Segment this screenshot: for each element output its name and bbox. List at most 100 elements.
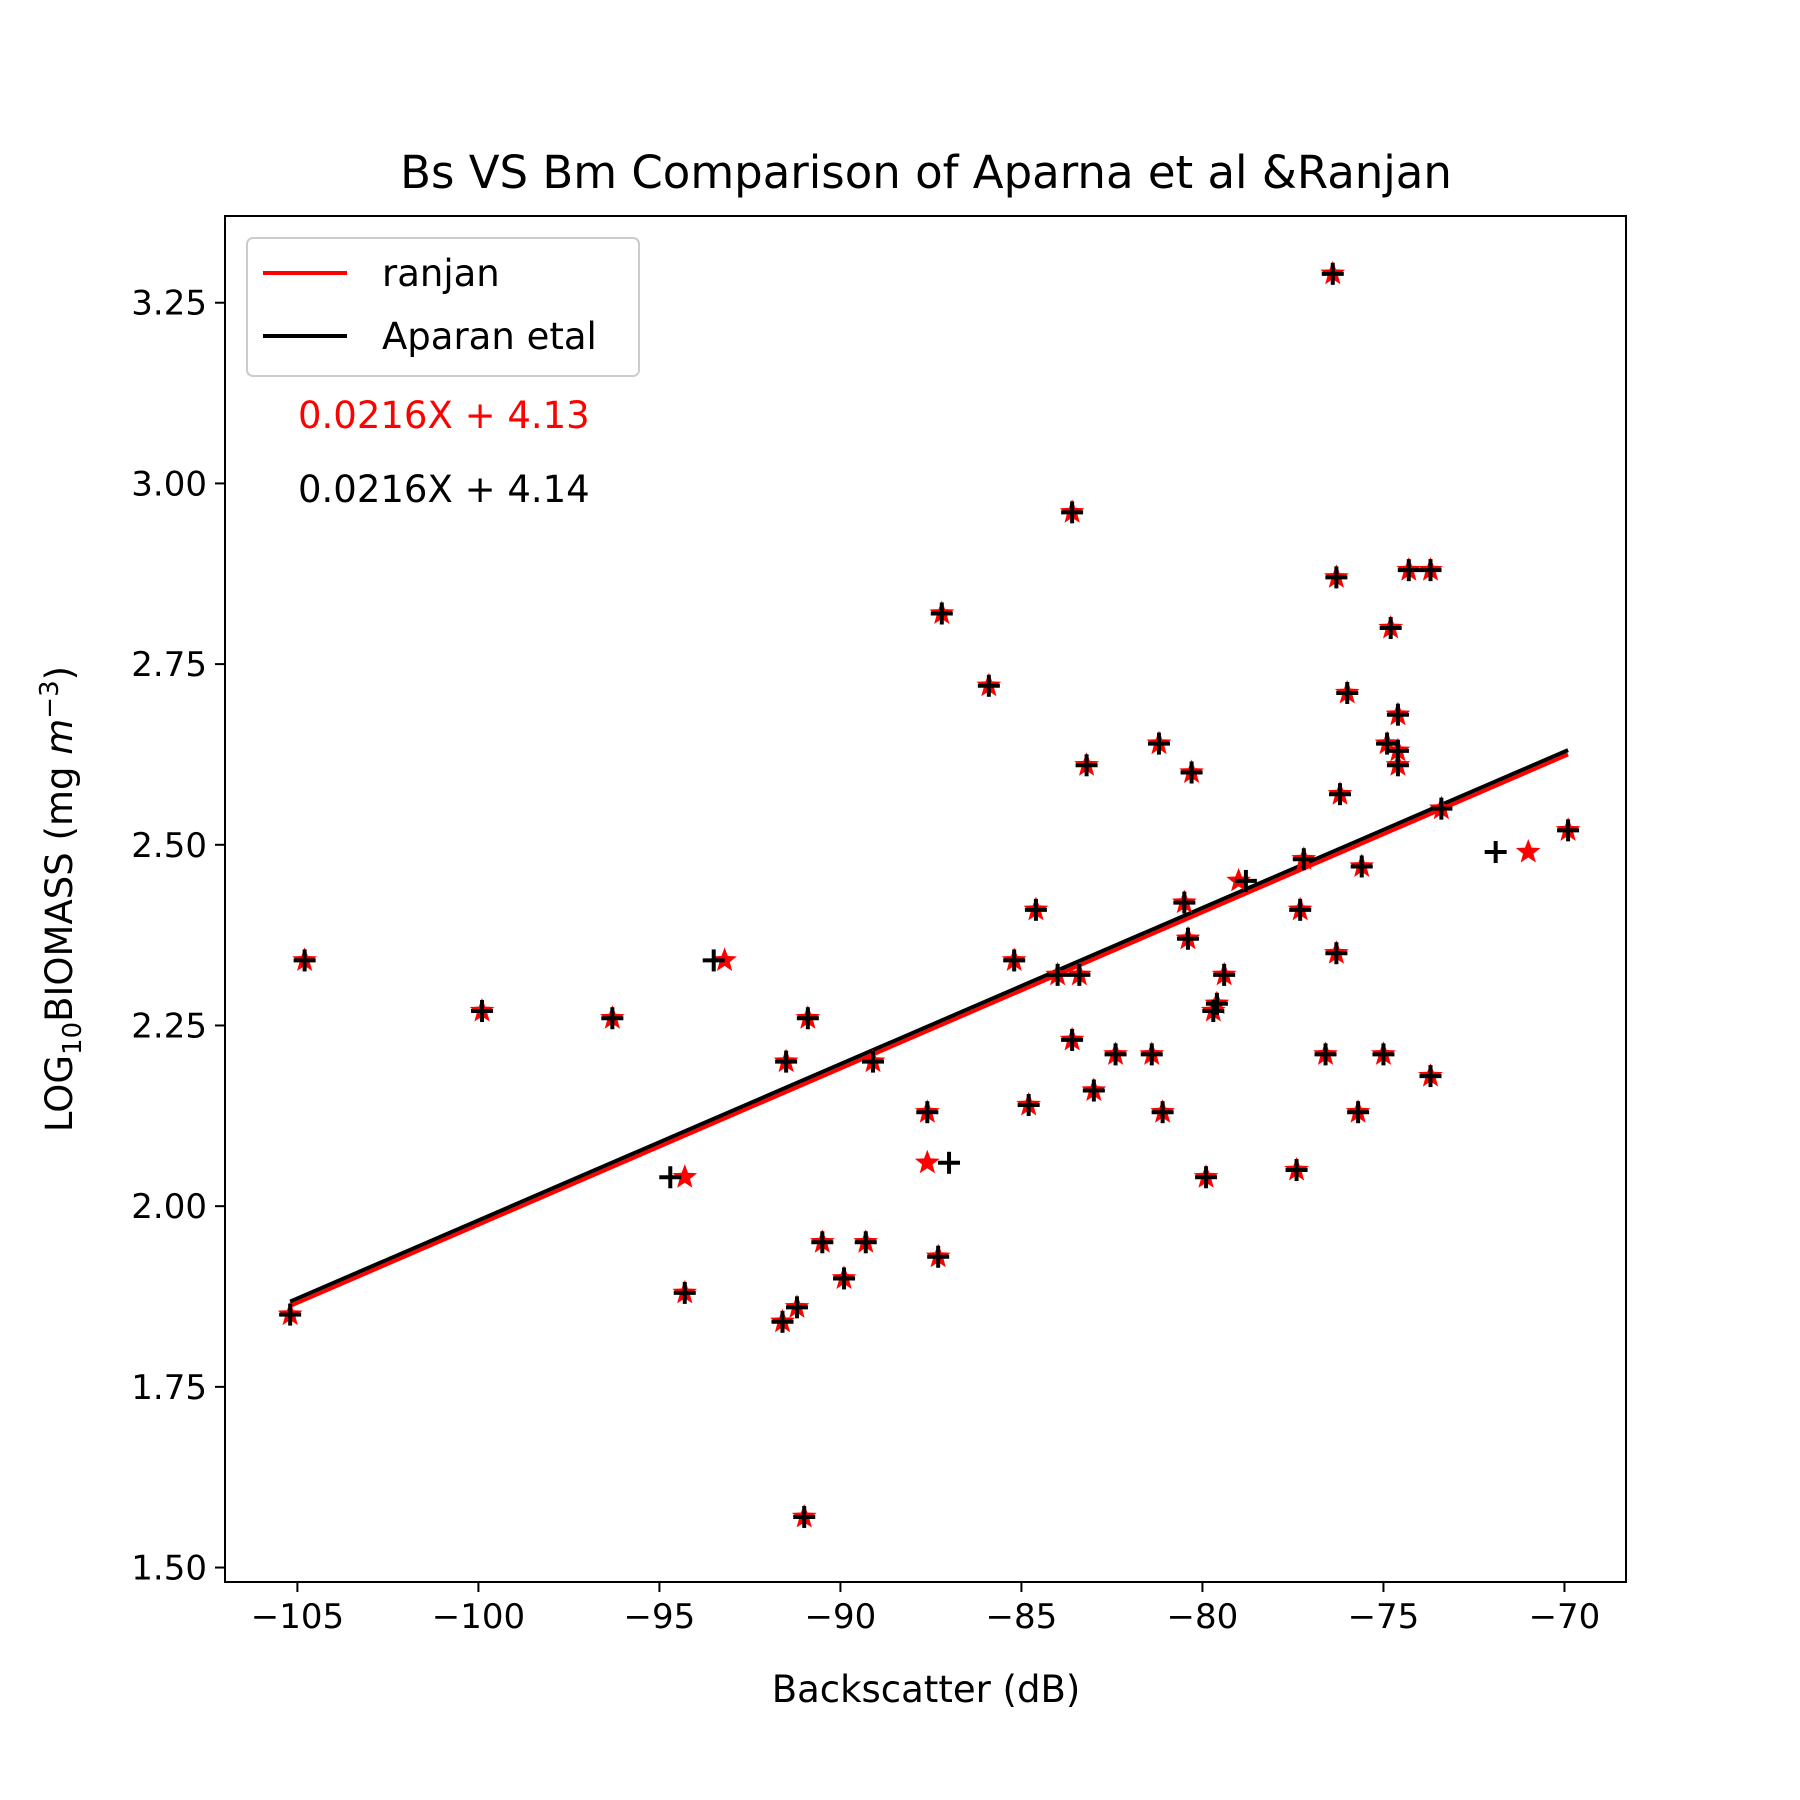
y-axis-label-biomass: BIOMASS (mg: [38, 755, 81, 1022]
point-aparan-etal: [938, 1151, 961, 1174]
point-aparan-etal: [862, 1050, 885, 1073]
point-aparan-etal: [1292, 848, 1315, 871]
y-axis-label-close: ): [38, 666, 81, 680]
point-aparan-etal: [977, 674, 1000, 697]
point-aparan-etal: [1024, 898, 1047, 921]
y-tick-label: 2.75: [131, 645, 207, 685]
y-tick-label: 3.25: [131, 284, 207, 324]
fit-line-ranjan: [289, 752, 1569, 1308]
point-aparan-etal: [1176, 927, 1199, 950]
point-aparan-etal: [775, 1050, 798, 1073]
point-aparan-etal: [1082, 1079, 1105, 1102]
point-aparan-etal: [1195, 1166, 1218, 1189]
point-aparan-etal: [1372, 1043, 1395, 1066]
point-aparan-etal: [1213, 963, 1236, 986]
point-aparan-etal: [1205, 992, 1228, 1015]
legend: ranjan Aparan etal: [246, 237, 640, 377]
y-axis-label-superscript: −3: [35, 680, 65, 718]
point-aparan-etal: [1347, 1101, 1370, 1124]
point-aparan-etal: [673, 1281, 696, 1304]
point-aparan-etal: [1430, 797, 1453, 820]
y-axis-label-subscript: 10: [58, 1022, 88, 1055]
point-aparan-etal: [916, 1101, 939, 1124]
point-aparan-etal: [785, 1296, 808, 1319]
point-aparan-etal: [1285, 1159, 1308, 1182]
aparan-fit-equation: 0.0216X + 4.14: [298, 468, 590, 511]
point-aparan-etal: [854, 1231, 877, 1254]
point-aparan-etal: [1003, 949, 1026, 972]
y-tick-label: 2.00: [131, 1187, 207, 1227]
point-aparan-etal: [771, 1310, 794, 1333]
ranjan-fit-equation: 0.0216X + 4.13: [298, 394, 590, 437]
x-tick-label: −80: [1167, 1597, 1239, 1637]
x-tick-label: −105: [251, 1597, 344, 1637]
point-aparan-etal: [1180, 761, 1203, 784]
x-tick-label: −90: [805, 1597, 877, 1637]
x-axis-label: Backscatter (dB): [772, 1668, 1081, 1711]
y-tick-label: 2.25: [131, 1006, 207, 1046]
y-axis-ticks: 1.50 1.75 2.00 2.25 2.50 2.75 3.00 3.25: [131, 284, 225, 1589]
point-aparan-etal: [1061, 501, 1084, 524]
point-aparan-etal: [1017, 1093, 1040, 1116]
point-aparan-etal: [1148, 732, 1170, 755]
point-aparan-etal: [1104, 1043, 1127, 1066]
point-aparan-etal: [659, 1166, 682, 1189]
point-aparan-etal: [1329, 783, 1352, 806]
point-aparan-etal: [471, 1000, 494, 1023]
point-aparan-etal: [1075, 754, 1098, 777]
plot-frame: [224, 215, 1627, 1583]
y-tick-label: 1.75: [131, 1368, 207, 1408]
point-aparan-etal: [1397, 559, 1420, 582]
point-aparan-etal: [1419, 559, 1442, 582]
point-aparan-etal: [1046, 963, 1069, 986]
y-tick-label: 1.50: [131, 1549, 207, 1589]
x-axis-ticks: −105 −100 −95 −90 −85 −80 −75 −70: [251, 1582, 1601, 1637]
point-aparan-etal: [1321, 262, 1344, 285]
point-aparan-etal: [1336, 682, 1359, 705]
legend-label-ranjan: ranjan: [382, 252, 500, 295]
point-aparan-etal: [293, 949, 316, 972]
point-aparan-etal: [1068, 963, 1091, 986]
point-aparan-etal: [1234, 869, 1257, 892]
point-aparan-etal: [1379, 616, 1402, 639]
x-tick-label: −75: [1348, 1597, 1420, 1637]
y-axis-label: LOG10BIOMASS (mg m−3): [35, 666, 88, 1132]
point-ranjan: [914, 1149, 940, 1174]
y-axis-label-m: m: [38, 719, 81, 755]
point-aparan-etal: [1061, 1028, 1084, 1051]
point-aparan-etal: [702, 949, 725, 972]
point-aparan-etal: [793, 1505, 816, 1528]
y-tick-label: 3.00: [131, 464, 207, 504]
point-aparan-etal: [1325, 942, 1348, 965]
point-ranjan: [672, 1164, 698, 1188]
data-layer: [277, 260, 1581, 1528]
point-aparan-etal: [927, 1245, 950, 1268]
point-aparan-etal: [833, 1267, 856, 1290]
chart-title: Bs VS Bm Comparison of Aparna et al &Ran…: [400, 146, 1452, 199]
point-aparan-etal: [1484, 841, 1507, 864]
point-aparan-etal: [601, 1007, 624, 1030]
point-aparan-etal: [1140, 1043, 1163, 1066]
point-aparan-etal: [811, 1231, 834, 1254]
point-aparan-etal: [1350, 855, 1373, 878]
point-aparan-etal: [1151, 1101, 1174, 1124]
point-aparan-etal: [279, 1303, 302, 1326]
point-aparan-etal: [1289, 898, 1312, 921]
x-tick-label: −70: [1529, 1597, 1601, 1637]
x-tick-label: −85: [986, 1597, 1058, 1637]
y-tick-label: 2.50: [131, 826, 207, 866]
point-aparan-etal: [796, 1007, 819, 1030]
point-aparan-etal: [1557, 819, 1580, 842]
x-tick-label: −95: [624, 1597, 696, 1637]
point-aparan-etal: [930, 602, 953, 625]
point-aparan-etal: [1325, 566, 1348, 589]
y-axis-label-log: LOG: [38, 1055, 81, 1132]
point-aparan-etal: [1419, 1065, 1442, 1088]
point-aparan-etal: [1173, 891, 1196, 914]
fit-line-aparan-etal: [289, 748, 1569, 1304]
x-tick-label: −100: [432, 1597, 525, 1637]
point-aparan-etal: [1386, 703, 1409, 726]
point-aparan-etal: [1386, 754, 1409, 777]
legend-label-aparan-etal: Aparan etal: [382, 315, 597, 358]
